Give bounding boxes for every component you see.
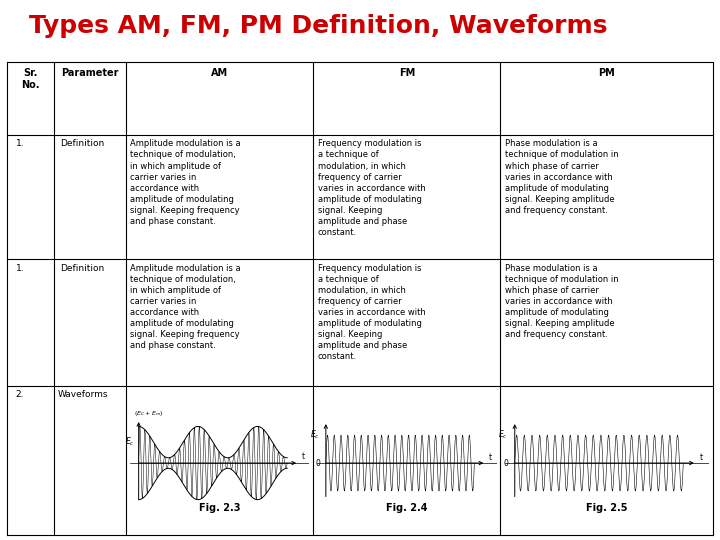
- Text: t: t: [302, 453, 305, 461]
- Text: Types AM, FM, PM Definition, Waveforms: Types AM, FM, PM Definition, Waveforms: [29, 14, 607, 37]
- Text: 0: 0: [315, 458, 320, 468]
- Text: Amplitude modulation is a
technique of modulation,
in which amplitude of
carrier: Amplitude modulation is a technique of m…: [130, 264, 241, 350]
- Text: t: t: [489, 453, 492, 462]
- Text: 1.: 1.: [16, 139, 24, 148]
- Text: Parameter: Parameter: [61, 68, 119, 78]
- Text: Waveforms: Waveforms: [58, 390, 108, 400]
- Text: AM: AM: [211, 68, 228, 78]
- Text: PM: PM: [598, 68, 615, 78]
- Text: $(E_C+E_m)$: $(E_C+E_m)$: [134, 409, 163, 418]
- Text: 2.: 2.: [16, 390, 24, 400]
- Text: $E_c$: $E_c$: [310, 429, 320, 441]
- Text: Fig. 2.4: Fig. 2.4: [386, 503, 428, 513]
- Text: $E_c$: $E_c$: [498, 429, 508, 441]
- Text: Fig. 2.5: Fig. 2.5: [586, 503, 627, 513]
- Text: Sr.
No.: Sr. No.: [22, 68, 40, 90]
- Text: Frequency modulation is
a technique of
modulation, in which
frequency of carrier: Frequency modulation is a technique of m…: [318, 264, 426, 361]
- Text: 0: 0: [503, 458, 508, 468]
- Text: Definition: Definition: [60, 264, 104, 273]
- Text: Fig. 2.3: Fig. 2.3: [199, 503, 240, 513]
- Text: Phase modulation is a
technique of modulation in
which phase of carrier
varies i: Phase modulation is a technique of modul…: [505, 139, 618, 215]
- Text: Frequency modulation is
a technique of
modulation, in which
frequency of carrier: Frequency modulation is a technique of m…: [318, 139, 426, 237]
- Text: $E_c$: $E_c$: [125, 436, 134, 448]
- Text: Phase modulation is a
technique of modulation in
which phase of carrier
varies i: Phase modulation is a technique of modul…: [505, 264, 618, 339]
- Text: Amplitude modulation is a
technique of modulation,
in which amplitude of
carrier: Amplitude modulation is a technique of m…: [130, 139, 241, 226]
- Text: t: t: [700, 453, 703, 462]
- Text: FM: FM: [399, 68, 415, 78]
- Text: 1.: 1.: [16, 264, 24, 273]
- Text: Definition: Definition: [60, 139, 104, 148]
